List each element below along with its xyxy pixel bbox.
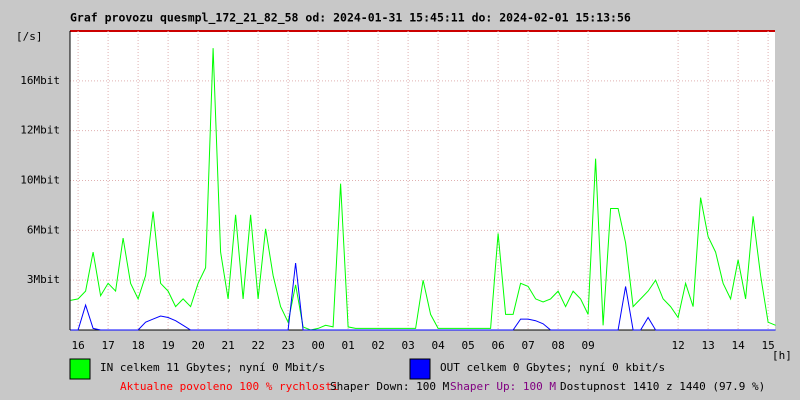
x-tick-label: 22 [251, 339, 264, 352]
x-tick-label: 12 [671, 339, 684, 352]
legend-swatch [69, 358, 91, 380]
y-axis-label: [/s] [16, 30, 43, 43]
x-tick-label: 06 [491, 339, 504, 352]
x-tick-label: 08 [551, 339, 564, 352]
y-tick-label: 12Mbit [20, 124, 60, 137]
legend-swatch [409, 358, 431, 380]
x-tick-label: 17 [101, 339, 114, 352]
x-tick-label: 21 [221, 339, 234, 352]
x-tick-label: 07 [521, 339, 534, 352]
x-tick-label: 19 [161, 339, 174, 352]
x-tick-label: 00 [311, 339, 324, 352]
y-tick-label: 10Mbit [20, 174, 60, 187]
x-tick-label: 18 [131, 339, 144, 352]
x-tick-label: 15 [761, 339, 774, 352]
legend-label: OUT celkem 0 Gbytes; nyní 0 kbit/s [440, 361, 665, 374]
x-tick-label: 09 [581, 339, 594, 352]
footer-text: Shaper Up: 100 M [450, 380, 556, 393]
x-tick-label: 16 [71, 339, 84, 352]
x-tick-label: 03 [401, 339, 414, 352]
x-tick-label: 14 [731, 339, 745, 352]
x-tick-label: 20 [191, 339, 204, 352]
footer-text: Shaper Down: 100 M [330, 380, 450, 393]
x-tick-label: 05 [461, 339, 474, 352]
x-axis-label: [h] [772, 349, 792, 362]
chart-title: Graf provozu quesmpl_172_21_82_58 od: 20… [70, 11, 631, 26]
x-tick-label: 01 [341, 339, 354, 352]
legend-label: IN celkem 11 Gbytes; nyní 0 Mbit/s [100, 361, 325, 374]
x-tick-label: 23 [281, 339, 294, 352]
series-line [70, 262, 776, 331]
y-tick-label: 6Mbit [27, 223, 60, 236]
x-tick-label: 13 [701, 339, 714, 352]
x-tick-label: 02 [371, 339, 384, 352]
series-line [70, 48, 776, 331]
x-tick-label: 04 [431, 339, 445, 352]
footer-text: Aktualne povoleno 100 % rychlosti [120, 380, 339, 393]
y-tick-label: 3Mbit [27, 273, 60, 286]
footer-text: Dostupnost 1410 z 1440 (97.9 %) [560, 380, 765, 393]
y-tick-label: 16Mbit [20, 74, 60, 87]
